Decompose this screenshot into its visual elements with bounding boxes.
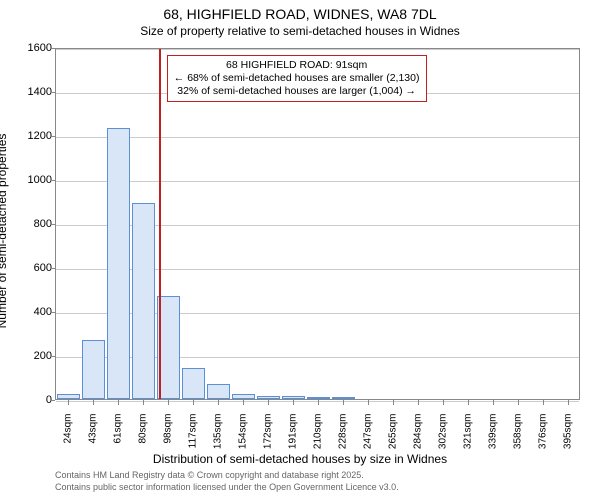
histogram-bar [307, 397, 330, 399]
y-tick-label: 1000 [12, 174, 52, 186]
x-tick-mark [493, 400, 494, 405]
y-tick-label: 200 [12, 350, 52, 362]
plot-area: 68 HIGHFIELD ROAD: 91sqm← 68% of semi-de… [55, 48, 580, 400]
y-tick-label: 0 [12, 394, 52, 406]
annotation-box: 68 HIGHFIELD ROAD: 91sqm← 68% of semi-de… [167, 55, 427, 102]
x-tick-mark [168, 400, 169, 405]
histogram-bar [332, 397, 355, 399]
x-axis-label: Distribution of semi-detached houses by … [0, 452, 600, 466]
y-tick-label: 600 [12, 262, 52, 274]
x-tick-mark [443, 400, 444, 405]
y-tick-label: 1200 [12, 130, 52, 142]
histogram-bar [207, 384, 230, 399]
y-tick-label: 1400 [12, 86, 52, 98]
gridline [56, 137, 579, 138]
histogram-bar [232, 394, 255, 400]
chart-title: 68, HIGHFIELD ROAD, WIDNES, WA8 7DL [0, 0, 600, 22]
histogram-bar [257, 396, 280, 399]
footer-line-1: Contains HM Land Registry data © Crown c… [55, 470, 399, 482]
y-tick-mark [50, 136, 55, 137]
x-tick-mark [68, 400, 69, 405]
x-tick-mark [468, 400, 469, 405]
y-tick-mark [50, 268, 55, 269]
x-tick-mark [218, 400, 219, 405]
histogram-bar [107, 128, 130, 399]
histogram-bar [57, 394, 80, 400]
x-tick-mark [418, 400, 419, 405]
chart-container: 68, HIGHFIELD ROAD, WIDNES, WA8 7DL Size… [0, 0, 600, 500]
y-tick-label: 800 [12, 218, 52, 230]
x-tick-mark [293, 400, 294, 405]
x-tick-mark [518, 400, 519, 405]
y-tick-label: 400 [12, 306, 52, 318]
y-tick-mark [50, 224, 55, 225]
x-tick-mark [543, 400, 544, 405]
y-tick-mark [50, 92, 55, 93]
histogram-bar [132, 203, 155, 399]
x-tick-mark [343, 400, 344, 405]
y-axis-label: Number of semi-detached properties [0, 134, 9, 329]
y-tick-label: 1600 [12, 42, 52, 54]
annotation-line: 68 HIGHFIELD ROAD: 91sqm [174, 59, 420, 72]
y-tick-mark [50, 356, 55, 357]
x-tick-mark [143, 400, 144, 405]
histogram-bar [182, 368, 205, 399]
x-tick-mark [368, 400, 369, 405]
y-tick-mark [50, 400, 55, 401]
annotation-line: 32% of semi-detached houses are larger (… [174, 85, 420, 98]
x-tick-mark [568, 400, 569, 405]
chart-footer: Contains HM Land Registry data © Crown c… [55, 470, 399, 493]
y-tick-mark [50, 48, 55, 49]
gridline [56, 49, 579, 50]
reference-line [159, 49, 161, 399]
y-tick-mark [50, 312, 55, 313]
x-tick-mark [318, 400, 319, 405]
x-tick-mark [393, 400, 394, 405]
x-tick-mark [243, 400, 244, 405]
x-tick-mark [268, 400, 269, 405]
footer-line-2: Contains public sector information licen… [55, 482, 399, 494]
histogram-bar [282, 396, 305, 399]
x-tick-mark [118, 400, 119, 405]
x-tick-mark [93, 400, 94, 405]
x-tick-mark [193, 400, 194, 405]
histogram-bar [82, 340, 105, 399]
annotation-line: ← 68% of semi-detached houses are smalle… [174, 72, 420, 85]
chart-subtitle: Size of property relative to semi-detach… [0, 22, 600, 38]
y-tick-mark [50, 180, 55, 181]
gridline [56, 181, 579, 182]
